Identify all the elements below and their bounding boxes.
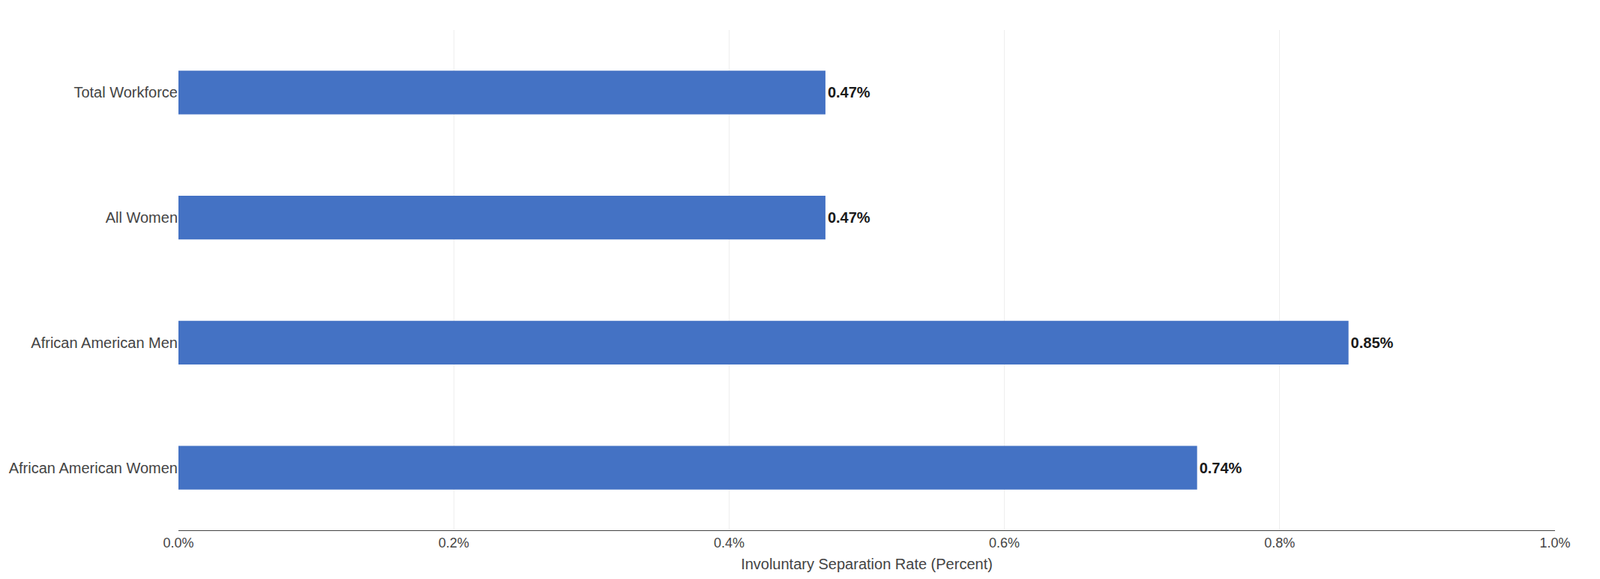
- svg-text:0.4%: 0.4%: [713, 535, 745, 551]
- svg-text:African American Men: African American Men: [30, 334, 178, 351]
- svg-text:1.0%: 1.0%: [1539, 535, 1571, 551]
- svg-text:0.2%: 0.2%: [438, 535, 470, 551]
- svg-text:African American Women: African American Women: [8, 459, 178, 477]
- svg-text:All Women: All Women: [105, 209, 178, 226]
- svg-text:Total Workforce: Total Workforce: [73, 83, 178, 101]
- svg-text:0.47%: 0.47%: [827, 209, 871, 226]
- svg-text:0.47%: 0.47%: [827, 83, 871, 101]
- svg-text:0.74%: 0.74%: [1199, 459, 1243, 477]
- svg-text:0.6%: 0.6%: [988, 535, 1020, 551]
- svg-text:Involuntary Separation Rate (P: Involuntary Separation Rate (Percent): [740, 555, 993, 573]
- svg-text:0.8%: 0.8%: [1264, 535, 1295, 551]
- svg-text:0.0%: 0.0%: [162, 535, 194, 551]
- svg-text:0.85%: 0.85%: [1351, 334, 1394, 351]
